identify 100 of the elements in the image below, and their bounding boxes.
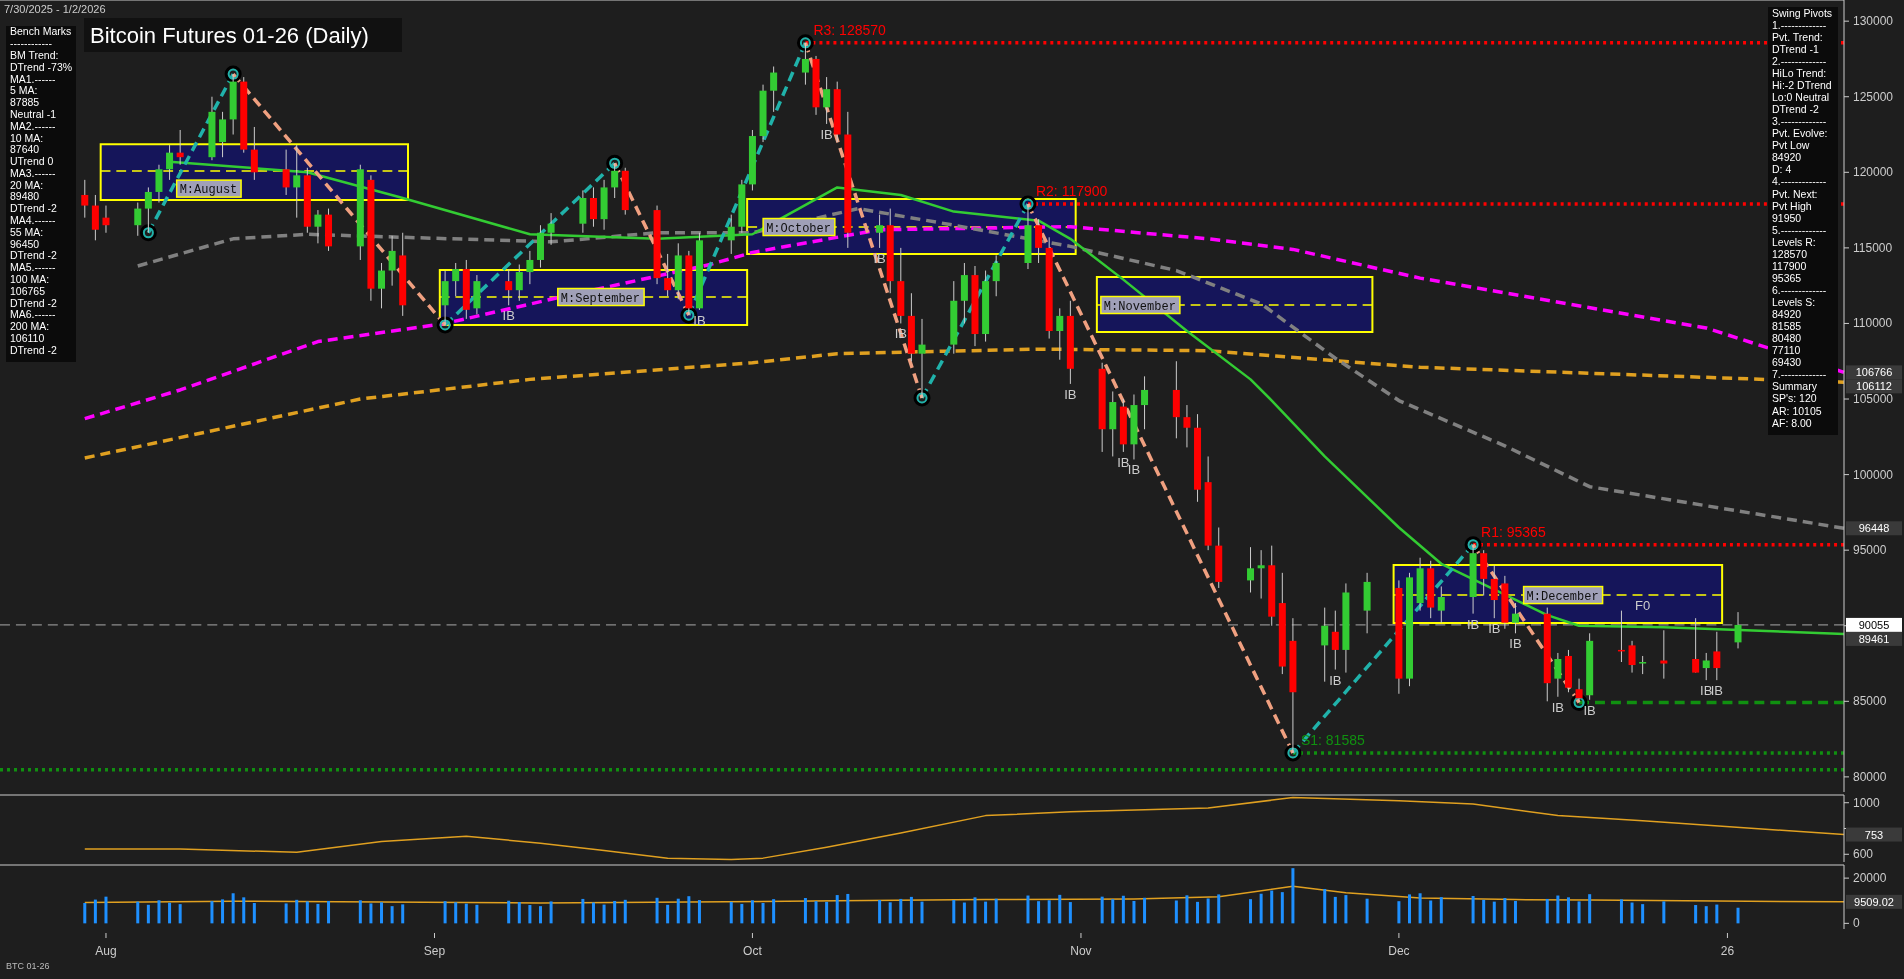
series-label: M:December xyxy=(1526,589,1599,604)
bar xyxy=(1429,900,1433,924)
bar xyxy=(1058,894,1062,924)
candlestick xyxy=(155,164,163,204)
annotation: 3.------------- xyxy=(1772,115,1827,128)
bar xyxy=(623,899,627,924)
y-tick-label: 115000 xyxy=(1853,240,1893,255)
annotation: Bench Marks xyxy=(10,25,72,38)
candlestick xyxy=(727,214,735,255)
bar xyxy=(1143,897,1147,924)
x-tick-label: Dec xyxy=(1388,944,1410,958)
annotation: 9509.02 xyxy=(1854,895,1894,908)
chart-subtitle: 7/30/2025 - 1/2/2026 xyxy=(4,3,106,15)
annotation: ------------ xyxy=(10,37,53,50)
bar xyxy=(305,901,309,924)
annotation: 87885 xyxy=(10,96,40,109)
bar xyxy=(984,901,988,924)
series-label: R2: 117900 xyxy=(1035,183,1108,200)
candlestick xyxy=(1554,652,1562,698)
annotation: IB xyxy=(693,312,706,328)
bar xyxy=(454,902,458,924)
bar xyxy=(1291,868,1295,924)
series-label: R1: 95365 xyxy=(1481,523,1546,540)
y-tick-label: 95000 xyxy=(1853,543,1887,558)
bar xyxy=(507,900,511,924)
bar xyxy=(1439,897,1443,924)
bar xyxy=(1121,895,1125,924)
bar xyxy=(146,904,150,924)
annotation: 200 MA: xyxy=(10,320,50,333)
bar xyxy=(1482,899,1486,924)
y-tick-label: 100000 xyxy=(1853,467,1894,482)
y-tick-label: 105000 xyxy=(1853,392,1894,407)
annotation: DTrend -2 xyxy=(10,343,58,356)
bar xyxy=(242,897,246,924)
bar xyxy=(1641,904,1645,924)
bar xyxy=(1662,901,1666,924)
bar xyxy=(973,897,977,924)
y-tick-label: 85000 xyxy=(1853,694,1887,709)
bar xyxy=(1100,896,1104,924)
annotation: 106765 xyxy=(10,284,46,297)
y-tick-label: 130000 xyxy=(1853,14,1894,29)
candlestick xyxy=(250,126,258,181)
bar xyxy=(687,896,691,924)
annotation: 5.------------- xyxy=(1772,223,1827,236)
bar xyxy=(443,901,447,924)
bar xyxy=(729,901,733,924)
bar xyxy=(1397,901,1401,924)
bar xyxy=(1577,901,1581,924)
candlestick xyxy=(1713,631,1721,681)
candlestick xyxy=(388,235,396,287)
series-label: M:October xyxy=(766,221,831,236)
bar xyxy=(380,902,384,924)
x-tick-label: Oct xyxy=(743,944,763,958)
bar xyxy=(1037,901,1041,924)
bar xyxy=(316,903,320,924)
bar xyxy=(1068,902,1072,924)
annotation: IB xyxy=(1700,683,1713,699)
bar xyxy=(178,904,182,924)
y-tick-label: 20000 xyxy=(1853,871,1887,886)
annotation: D: 4 xyxy=(1772,163,1792,176)
bar xyxy=(1280,892,1284,924)
annotation: 80480 xyxy=(1772,332,1802,345)
annotation: MA4.------ xyxy=(10,214,56,226)
bar xyxy=(613,900,617,924)
annotation: 20 MA: xyxy=(10,178,44,191)
y-tick-label: 125000 xyxy=(1853,89,1894,104)
candlestick xyxy=(134,202,142,237)
annotation: MA3.------ xyxy=(10,166,56,179)
annotation: Summary xyxy=(1772,380,1818,393)
candlestick xyxy=(1692,617,1700,674)
bar xyxy=(1545,898,1549,924)
text: BTC 01-26 xyxy=(6,961,50,971)
bar xyxy=(1217,894,1221,924)
bar xyxy=(761,902,765,924)
line-series xyxy=(83,347,1846,460)
bar xyxy=(772,899,776,924)
bar xyxy=(920,901,924,924)
candlestick xyxy=(1035,218,1043,264)
annotation: 7.------------- xyxy=(1772,368,1827,381)
annotation: DTrend -2 xyxy=(10,202,58,215)
bar xyxy=(846,893,850,924)
candlestick xyxy=(526,250,534,285)
bar xyxy=(1694,905,1698,924)
annotation: Pvt. Next: xyxy=(1772,187,1818,200)
annotation: DTrend -1 xyxy=(1772,42,1820,55)
bar xyxy=(1418,893,1422,924)
annotation: 1.------------- xyxy=(1772,18,1827,31)
candlestick xyxy=(1660,629,1668,680)
annotation: 753 xyxy=(1864,828,1884,841)
annotation: 89461 xyxy=(1858,632,1890,645)
candlestick xyxy=(1511,602,1519,634)
bar xyxy=(104,896,108,924)
candlestick xyxy=(1702,652,1710,681)
bar xyxy=(750,900,754,924)
ref-line-label: 90055 xyxy=(1858,618,1890,631)
bar xyxy=(1344,895,1348,924)
bar xyxy=(252,902,256,924)
annotation: IB xyxy=(1488,621,1501,637)
annotation: MA2.------ xyxy=(10,119,56,132)
bar xyxy=(1588,894,1592,924)
